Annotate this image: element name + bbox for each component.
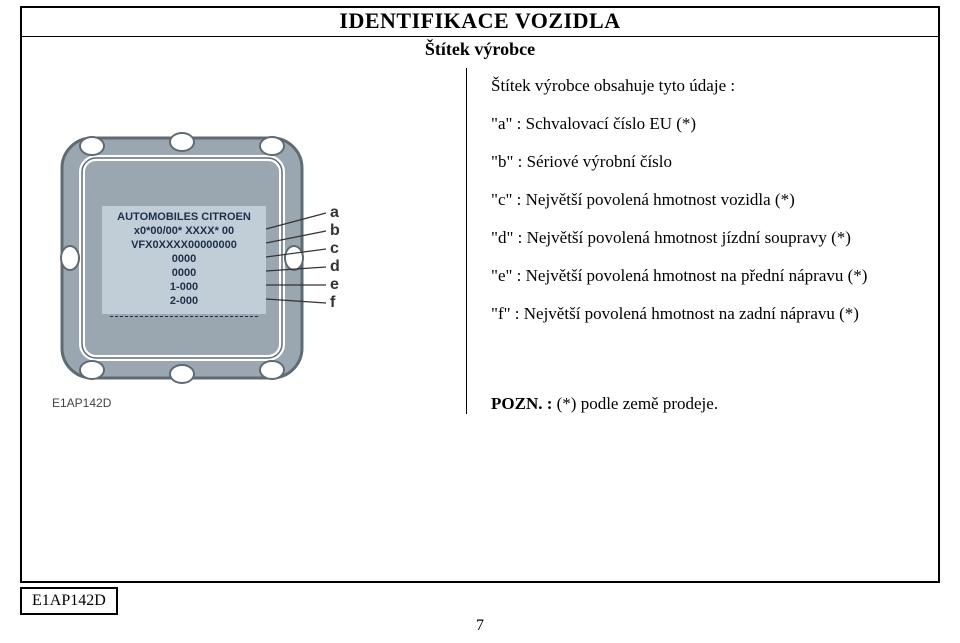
item-e: "e" : Největší povolená hmotnost na před… [491,266,922,286]
left-column: AUTOMOBILES CITROEN x0*00/00* XXXX* 00 V… [46,68,466,410]
note-label: POZN. : [491,394,552,413]
item-f: "f" : Největší povolená hmotnost na zadn… [491,304,922,324]
letter-f: f [330,294,340,312]
plate-label: AUTOMOBILES CITROEN x0*00/00* XXXX* 00 V… [102,206,266,314]
item-a: "a" : Schvalovací číslo EU (*) [491,114,922,134]
plate-line-6: 1-000 [102,280,266,294]
figure-caption: E1AP142D [52,396,466,410]
letter-d: d [330,258,340,276]
letter-e: e [330,276,340,294]
content-row: AUTOMOBILES CITROEN x0*00/00* XXXX* 00 V… [22,60,938,414]
page-number: 7 [0,617,960,635]
note-text: POZN. : (*) podle země prodeje. [491,394,922,414]
note: POZN. : (*) podle země prodeje. [491,394,922,414]
plate-line-1: AUTOMOBILES CITROEN [102,210,266,224]
plate-diagram: AUTOMOBILES CITROEN x0*00/00* XXXX* 00 V… [52,128,352,388]
letter-column: a b c d e f [330,204,340,312]
column-divider [466,68,481,414]
letter-c: c [330,240,340,258]
item-b: "b" : Sériové výrobní číslo [491,152,922,172]
plate-line-7: 2-000 [102,294,266,308]
page: IDENTIFIKACE VOZIDLA Štítek výrobce [0,0,960,643]
page-title: IDENTIFIKACE VOZIDLA [22,8,938,34]
reference-tag: E1AP142D [20,587,118,615]
plate-dashed-line [110,316,258,317]
content-frame: IDENTIFIKACE VOZIDLA Štítek výrobce [20,6,940,583]
plate-line-3: VFX0XXXX00000000 [102,238,266,252]
letter-b: b [330,222,340,240]
header: IDENTIFIKACE VOZIDLA Štítek výrobce [22,8,938,60]
letter-a: a [330,204,340,222]
plate-line-2: x0*00/00* XXXX* 00 [102,224,266,238]
right-column: Štítek výrobce obsahuje tyto údaje : "a"… [481,68,922,414]
item-d: "d" : Největší povolená hmotnost jízdní … [491,228,922,248]
title-rule [22,36,938,37]
item-c: "c" : Největší povolená hmotnost vozidla… [491,190,922,210]
note-body: (*) podle země prodeje. [552,394,718,413]
plate-line-5: 0000 [102,266,266,280]
intro-text: Štítek výrobce obsahuje tyto údaje : [491,76,922,96]
page-subtitle: Štítek výrobce [22,39,938,60]
plate-line-4: 0000 [102,252,266,266]
